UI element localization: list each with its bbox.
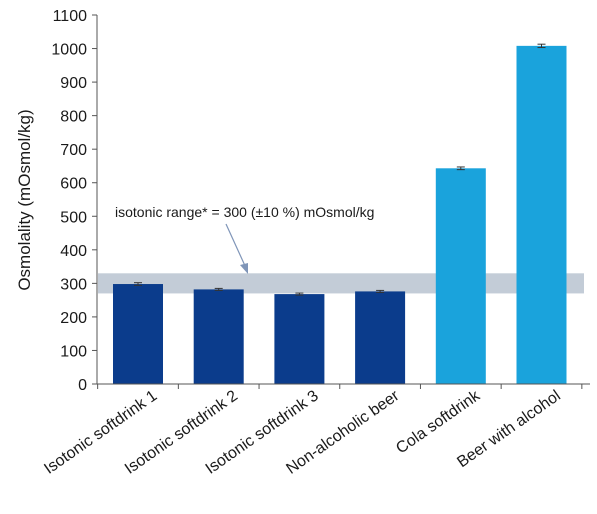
error-bar-2 <box>214 287 223 291</box>
bar-3 <box>274 294 325 384</box>
y-tick-label: 500 <box>60 209 87 226</box>
y-tick-label: 800 <box>60 109 87 126</box>
y-tick-label: 900 <box>60 75 87 92</box>
y-axis-title: Osmolality (mOsmol/kg) <box>15 109 34 290</box>
bar-1 <box>113 284 163 384</box>
bar-6 <box>516 45 567 384</box>
y-tick-label: 0 <box>78 377 87 394</box>
bar-5 <box>435 168 486 384</box>
y-tick-label: 200 <box>60 310 87 327</box>
y-tick-label: 700 <box>60 142 87 159</box>
isotonic-range-annotation: isotonic range* = 300 (±10 %) mOsmol/kg <box>115 204 374 220</box>
bar-2 <box>193 289 244 384</box>
error-bar-3 <box>295 292 304 296</box>
y-tick-label: 100 <box>60 343 87 360</box>
annotation-arrow-line <box>225 223 247 269</box>
annotation-arrow <box>225 223 248 274</box>
y-tick-label: 1000 <box>51 42 87 59</box>
annotation-arrow-head <box>240 263 248 274</box>
y-tick-label: 300 <box>60 276 87 293</box>
y-tick-label: 1100 <box>53 8 88 25</box>
error-bar-5 <box>456 166 465 171</box>
bar-4 <box>355 291 406 384</box>
y-tick-label: 400 <box>60 243 87 260</box>
isotonic-range-band <box>98 273 584 294</box>
error-bar-1 <box>134 282 142 286</box>
error-bar-6 <box>537 43 546 49</box>
y-tick-label: 600 <box>60 176 87 193</box>
error-bar-4 <box>376 289 385 293</box>
